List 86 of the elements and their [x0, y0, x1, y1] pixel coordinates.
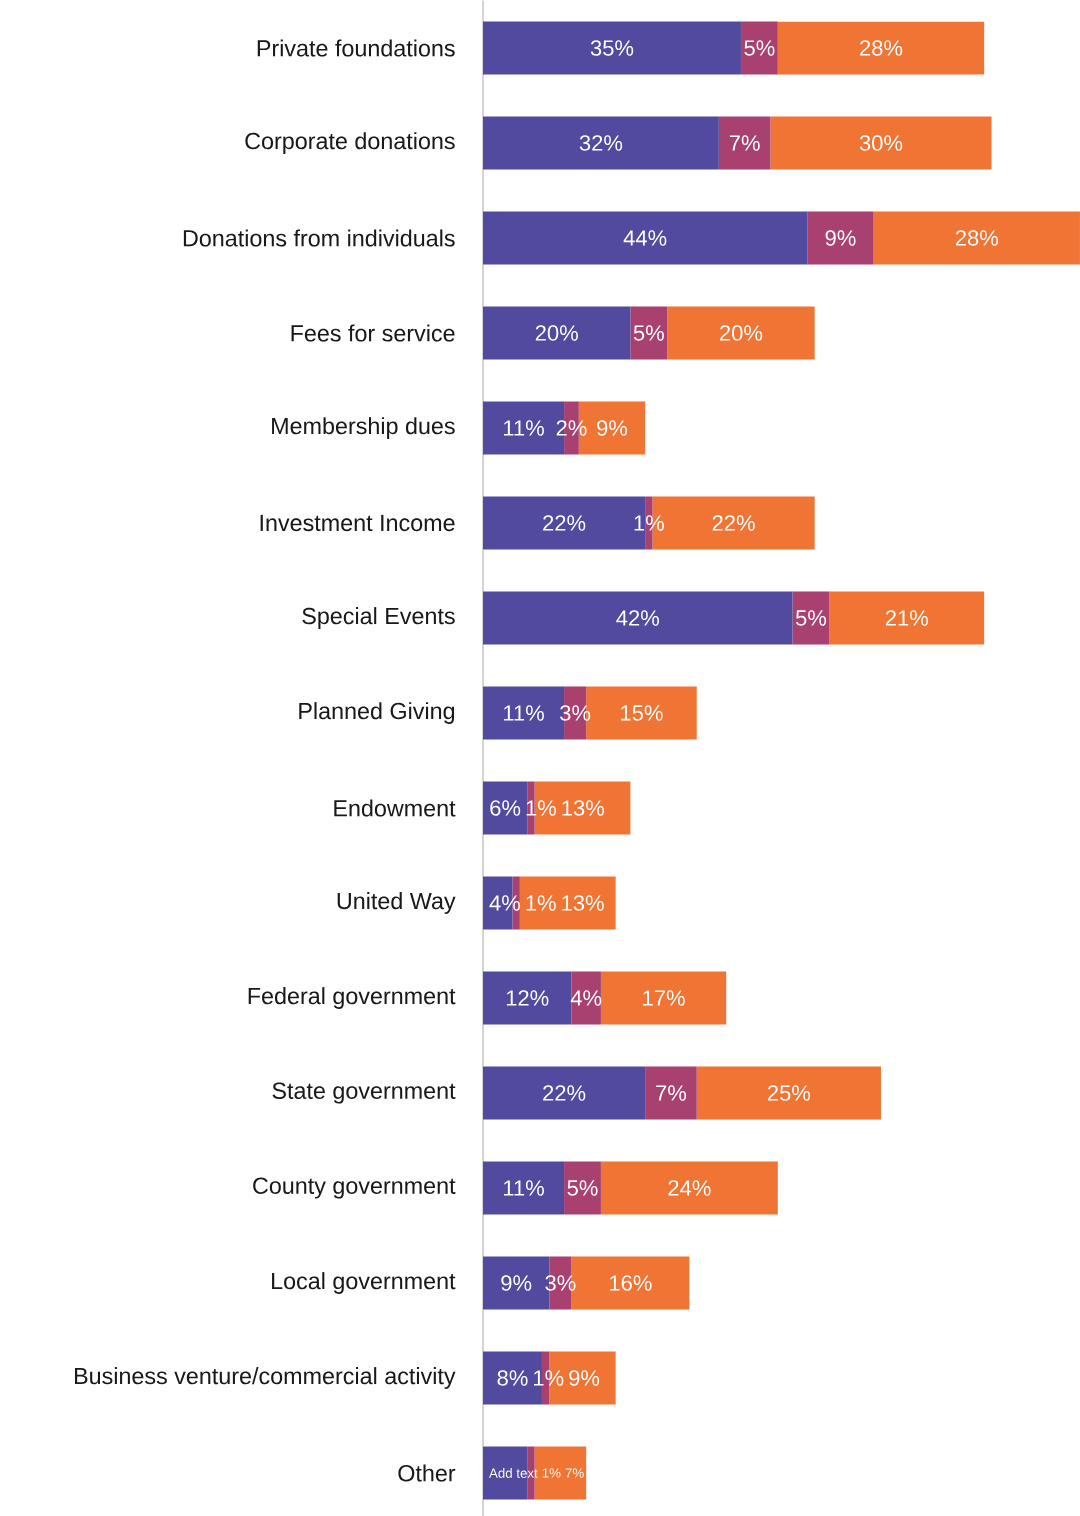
- data-label: 7%: [565, 1468, 584, 1478]
- data-label: 32%: [579, 135, 623, 151]
- data-label: 11%: [504, 1180, 544, 1196]
- data-label: 13%: [562, 800, 605, 816]
- bar: [483, 781, 528, 835]
- bar: [483, 971, 572, 1025]
- data-label: 42%: [616, 610, 659, 626]
- data-label: 7%: [729, 135, 760, 151]
- y-tick-label: Federal government: [248, 987, 456, 1009]
- bar: [483, 1066, 646, 1120]
- bar: [571, 971, 601, 1025]
- data-label: 6%: [490, 800, 521, 816]
- bar: [483, 21, 741, 75]
- bar: [829, 591, 985, 645]
- data-label: 11%: [504, 420, 544, 436]
- data-label: 11%: [504, 705, 544, 721]
- data-label: 25%: [767, 1085, 811, 1101]
- y-tick-label: Local government: [272, 1272, 456, 1294]
- bar: [873, 211, 1080, 265]
- bar: [696, 1066, 881, 1120]
- data-label: 22%: [543, 1085, 586, 1101]
- bar: [483, 211, 808, 265]
- data-label: 20%: [535, 325, 578, 341]
- data-label: 7%: [656, 1085, 687, 1101]
- data-label: 16%: [610, 1275, 652, 1291]
- bar: [519, 876, 616, 930]
- data-label: 3%: [560, 705, 591, 721]
- bar: [777, 21, 985, 75]
- bar: [600, 971, 727, 1025]
- data-label: 4%: [570, 990, 602, 1006]
- bar: [600, 1161, 778, 1215]
- data-label: 22%: [712, 515, 755, 531]
- data-label: 9%: [569, 1370, 600, 1386]
- bar: [807, 211, 874, 265]
- y-tick-label: Private foundations: [257, 39, 455, 57]
- data-label: 28%: [860, 40, 903, 56]
- data-label: 5%: [567, 1180, 598, 1196]
- data-label: 9%: [825, 230, 856, 246]
- data-label: 21%: [885, 610, 929, 626]
- data-label: 35%: [590, 40, 634, 56]
- data-label: 17%: [643, 990, 685, 1006]
- y-tick-label: Planned Giving: [299, 702, 455, 724]
- data-label: 20%: [720, 325, 763, 341]
- data-label: 24%: [668, 1180, 711, 1196]
- bar: [740, 21, 778, 75]
- bar: [770, 116, 992, 170]
- data-label: 4%: [489, 895, 521, 911]
- data-label: 12%: [506, 990, 549, 1006]
- data-label: 1%: [634, 515, 664, 531]
- data-label: 1%: [542, 1468, 561, 1478]
- bar: [667, 306, 815, 360]
- data-label: 13%: [562, 895, 604, 911]
- y-tick-label: Corporate donations: [245, 132, 455, 154]
- bar: [483, 306, 631, 360]
- y-tick-label: Fees for service: [291, 324, 455, 342]
- data-label: 5%: [633, 325, 664, 341]
- y-tick-label: Other: [398, 1464, 456, 1482]
- bar: [483, 591, 793, 645]
- data-label: 8%: [497, 1370, 528, 1386]
- y-tick-label: Membership dues: [272, 417, 455, 439]
- data-label: 5%: [795, 610, 827, 626]
- data-label: 22%: [543, 515, 586, 531]
- y-tick-label: Donations from individuals: [183, 229, 455, 247]
- y-tick-label: Investment Income: [260, 514, 455, 532]
- data-label: 5%: [744, 40, 775, 56]
- y-tick-label: Special Events: [302, 607, 455, 629]
- y-tick-label: Business venture/commercial activity: [75, 1367, 456, 1389]
- data-label: 9%: [597, 420, 628, 436]
- y-tick-label: Endowment: [334, 799, 456, 817]
- bar: [483, 1161, 565, 1215]
- y-tick-label: State government: [272, 1082, 456, 1104]
- bar: [630, 306, 668, 360]
- data-label: 2%: [556, 420, 587, 436]
- data-label: 9%: [501, 1275, 532, 1291]
- data-label: 28%: [955, 230, 999, 246]
- data-label: 3%: [545, 1275, 576, 1291]
- data-label: 15%: [621, 705, 663, 721]
- bar: [483, 116, 719, 170]
- bar: [645, 1066, 697, 1120]
- y-tick-label: United Way: [337, 892, 456, 914]
- data-label: 44%: [623, 230, 667, 246]
- data-label: 30%: [859, 135, 903, 151]
- bar: [718, 116, 771, 170]
- y-tick-label: County government: [253, 1177, 456, 1199]
- bar: [564, 1161, 601, 1215]
- data-label: 1%: [526, 895, 556, 911]
